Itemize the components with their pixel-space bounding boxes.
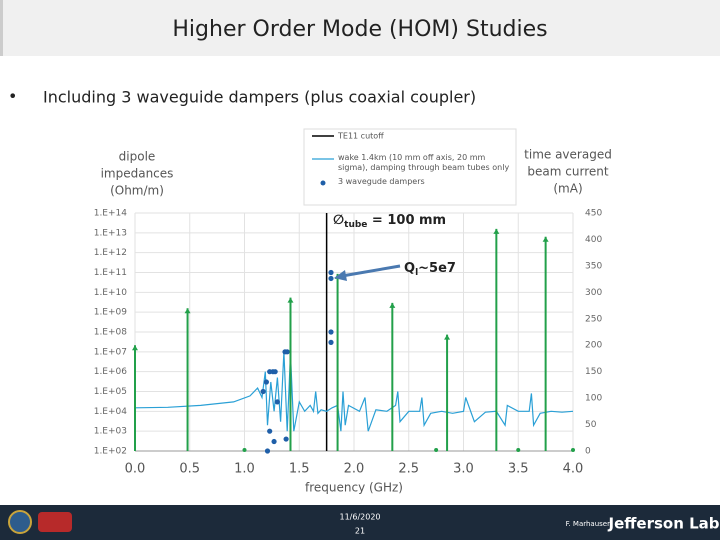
jsa-logo	[38, 512, 72, 532]
damper-point	[328, 269, 334, 276]
damper-point	[271, 438, 277, 445]
x-tick-label: 1.5	[289, 462, 310, 477]
annotation-part: l	[415, 268, 418, 278]
y2-axis-label: (mA)	[553, 182, 582, 196]
y-axis-label: dipole	[119, 150, 156, 164]
legend-label: TE11 cutoff	[337, 132, 384, 141]
x-tick-label: 3.5	[508, 462, 529, 477]
footer-lab: Jefferson Lab	[607, 515, 719, 533]
chart: 1.E+02 1.E+03 1.E+04 1.E+05 1.E+06 1.E+07 1.E+…	[94, 132, 612, 495]
annotation-part: Q	[404, 261, 415, 276]
beam-current-head	[493, 228, 500, 234]
y-tick-label: 1.E+14	[94, 209, 128, 219]
y-tick-label: 1.E+08	[94, 328, 128, 338]
y-axis-label: impedances	[101, 167, 174, 181]
y-tick-label: 1.E+02	[94, 447, 127, 457]
y2-tick-label: 50	[585, 420, 597, 430]
x-tick-label: 4.0	[563, 462, 584, 477]
damper-point	[274, 399, 280, 405]
title-band	[0, 0, 720, 56]
bullet-text: Including 3 waveguide dampers (plus coax…	[43, 88, 476, 107]
damper-point	[284, 349, 290, 355]
y-tick-label: 1.E+06	[94, 367, 128, 377]
y2-tick-label: 400	[585, 235, 602, 245]
y2-tick-label: 0	[585, 447, 591, 457]
y-axis-label: (Ohm/m)	[110, 184, 164, 198]
y-tick-label: 1.E+13	[94, 228, 127, 238]
legend-swatch	[320, 180, 326, 186]
beam-current-head	[444, 334, 451, 340]
y2-tick-label: 200	[585, 341, 602, 351]
x-tick-label: 0.0	[125, 462, 146, 477]
legend-entry: wake 1.4km (10 mm off axis, 20 mm sigma)…	[338, 153, 510, 172]
y2-tick-label: 450	[585, 209, 602, 219]
legend-label: wake 1.4km (10 mm off axis, 20 mm sigma)…	[338, 153, 510, 172]
beam-current-point	[571, 448, 575, 452]
y2-tick-label: 250	[585, 314, 602, 324]
annotation: ∅tube = 100 mm	[333, 213, 446, 230]
damper-point	[328, 329, 334, 335]
beam-current-head	[132, 345, 138, 351]
x-tick-label: 2.5	[398, 462, 419, 477]
annotation-part: ~5e7	[418, 261, 456, 276]
annotation-part: ∅	[333, 213, 344, 228]
damper-point	[263, 379, 269, 385]
damper-point	[283, 436, 289, 442]
footer-page: 21	[355, 527, 365, 536]
annotation-arrowhead	[334, 270, 347, 281]
x-axis-label: frequency (GHz)	[305, 481, 403, 495]
y2-tick-label: 350	[585, 261, 602, 271]
title-edge	[0, 0, 3, 56]
y2-tick-label: 150	[585, 367, 602, 377]
damper-point	[267, 428, 273, 434]
doe-logo	[8, 510, 32, 534]
y-tick-label: 1.E+07	[94, 347, 127, 357]
y-tick-label: 1.E+11	[94, 268, 127, 278]
y-tick-label: 1.E+03	[94, 427, 127, 437]
annotation-part: tube	[344, 220, 367, 230]
damper-point	[264, 448, 271, 454]
annotation-part: = 100 mm	[367, 213, 446, 228]
beam-current-point	[242, 448, 247, 452]
footer-band	[0, 505, 720, 540]
x-tick-label: 0.5	[179, 462, 200, 477]
y-tick-label: 1.E+09	[94, 308, 128, 318]
annotation: Ql~5e7	[404, 261, 456, 278]
y-tick-label: 1.E+10	[94, 288, 128, 298]
beam-current-head	[389, 302, 396, 308]
damper-point	[328, 275, 334, 282]
beam-current-head	[184, 308, 191, 314]
x-tick-label: 1.0	[234, 462, 255, 477]
x-tick-label: 2.0	[344, 462, 365, 477]
slide-title: Higher Order Mode (HOM) Studies	[172, 17, 547, 42]
legend-entry: 3 wavegude dampers	[338, 177, 425, 186]
damper-point	[260, 388, 266, 395]
y2-tick-label: 300	[585, 288, 602, 298]
beam-current-point	[434, 448, 439, 452]
footer-author: F. Marhauser	[566, 520, 611, 528]
damper-point	[272, 369, 278, 375]
y2-axis-label: beam current	[527, 165, 608, 179]
beam-current-head	[542, 236, 549, 242]
bullet-dot: •	[8, 87, 17, 106]
legend-label: 3 wavegude dampers	[338, 177, 425, 186]
damper-point	[328, 339, 334, 345]
legend-box	[303, 128, 517, 206]
annotation-arrow	[341, 264, 401, 278]
y-tick-label: 1.E+12	[94, 248, 127, 258]
y2-tick-label: 100	[585, 394, 602, 404]
y-tick-label: 1.E+04	[94, 407, 128, 417]
x-tick-label: 3.0	[453, 462, 474, 477]
footer-date: 11/6/2020	[339, 513, 380, 522]
beam-current-head	[287, 297, 294, 303]
beam-current-point	[516, 448, 521, 452]
y2-axis-label: time averaged	[524, 148, 612, 162]
y-tick-label: 1.E+05	[94, 387, 127, 397]
